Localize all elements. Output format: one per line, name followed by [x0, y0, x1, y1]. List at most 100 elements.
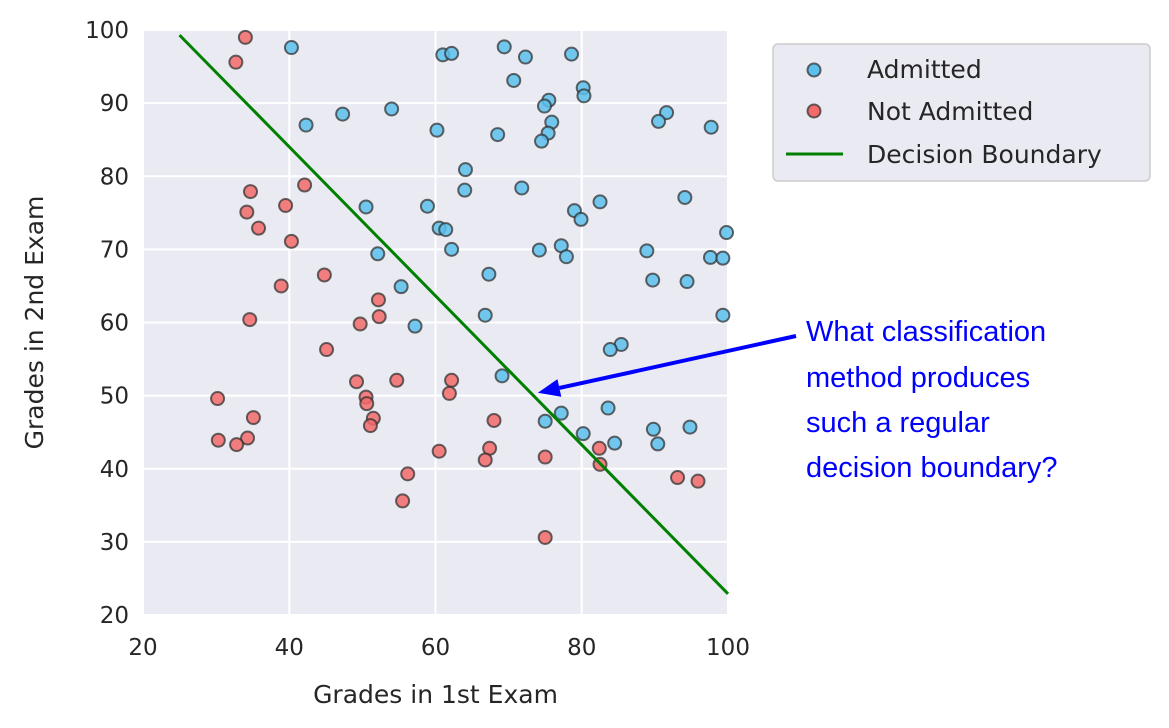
y-tick-label: 20: [100, 603, 129, 629]
not-admitted-point: [228, 54, 244, 70]
annotation-arrowhead: [537, 379, 562, 397]
decision-boundary-line: [178, 34, 730, 595]
admitted-point: [457, 182, 473, 198]
admitted-point: [679, 274, 695, 290]
not-admitted-point: [273, 278, 289, 294]
admitted-point: [477, 307, 493, 323]
admitted-point: [715, 307, 731, 323]
admitted-point: [531, 242, 547, 258]
not-admitted-point: [245, 410, 261, 426]
admitted-point: [457, 162, 473, 178]
admitted-point: [576, 88, 592, 104]
y-tick-label: 40: [100, 457, 129, 483]
x-axis-label: Grades in 1st Exam: [313, 680, 558, 709]
admitted-point: [384, 101, 400, 117]
admitted-point: [564, 46, 580, 62]
admitted-point: [703, 119, 719, 135]
admitted-point: [677, 189, 693, 205]
x-tick-label: 40: [275, 635, 304, 661]
admitted-point: [592, 194, 608, 210]
admitted-point: [602, 342, 618, 358]
admitted-point: [553, 405, 569, 421]
not-admitted-point: [210, 432, 226, 448]
admitted-point: [444, 45, 460, 61]
not-admitted-point: [242, 184, 258, 200]
annotation-line-2: method produces: [806, 362, 1030, 394]
x-tick-label: 60: [421, 635, 450, 661]
annotation-line-4: decision boundary?: [806, 452, 1058, 484]
y-axis-label: Grades in 2nd Exam: [20, 196, 49, 450]
not-admitted-point: [441, 385, 457, 401]
not-admitted-point: [486, 412, 502, 428]
admitted-point: [534, 133, 550, 149]
admitted-point: [514, 180, 530, 196]
not-admitted-point: [239, 204, 255, 220]
admitted-point: [537, 413, 553, 429]
not-admitted-point: [591, 440, 607, 456]
not-admitted-point: [237, 29, 253, 45]
not-admitted-point: [395, 493, 411, 509]
not-admitted-point: [400, 466, 416, 482]
annotation: What classification method produces such…: [537, 316, 1058, 484]
not-admitted-point: [242, 312, 258, 328]
admitted-point: [651, 113, 667, 129]
not-admitted-point: [251, 220, 267, 236]
y-tick-label: 80: [100, 164, 129, 190]
annotation-line-3: such a regular: [806, 407, 990, 439]
admitted-point: [682, 419, 698, 435]
admitted-point: [645, 421, 661, 437]
admitted-point: [419, 198, 435, 214]
legend: Admitted Not Admitted Decision Boundary: [772, 43, 1151, 182]
x-tick-label: 80: [567, 635, 596, 661]
admitted-point: [283, 40, 299, 56]
not-admitted-point: [352, 316, 368, 332]
admitted-point: [702, 249, 718, 265]
not-admitted-point: [316, 267, 332, 283]
admitted-point: [506, 72, 522, 88]
admitted-point: [719, 225, 735, 241]
not-admitted-point: [240, 430, 256, 446]
admitted-point: [393, 279, 409, 295]
not-admitted-point: [319, 342, 335, 358]
admitted-point: [575, 426, 591, 442]
admitted-point: [573, 211, 589, 227]
not-admitted-point: [371, 309, 387, 325]
legend-label-decision-boundary: Decision Boundary: [867, 140, 1102, 169]
not-admitted-point: [349, 374, 365, 390]
y-tick-label: 60: [100, 311, 129, 337]
admitted-point: [438, 222, 454, 238]
admitted-point: [517, 49, 533, 65]
not-admitted-point: [389, 372, 405, 388]
admitted-point: [536, 98, 552, 114]
admitted-point: [370, 246, 386, 262]
not-admitted-point: [670, 470, 686, 486]
legend-label-not-admitted: Not Admitted: [867, 97, 1033, 126]
not-admitted-point: [477, 452, 493, 468]
legend-box: [772, 43, 1151, 182]
not-admitted-point: [278, 198, 294, 213]
y-tick-label: 70: [100, 237, 129, 263]
admitted-point: [494, 368, 510, 384]
y-tick-labels: 20 30 40 50 60 70 80 90 100: [85, 18, 129, 629]
admitted-point: [481, 266, 497, 282]
decision-boundary-layer: [178, 34, 730, 595]
not-admitted-point: [229, 437, 245, 453]
admitted-point: [639, 243, 655, 259]
y-tick-label: 30: [100, 530, 129, 556]
legend-marker-not-admitted: [806, 103, 822, 119]
admitted-point: [650, 436, 666, 452]
admitted-point: [496, 39, 512, 55]
x-tick-label: 100: [706, 635, 750, 661]
not-admitted-point: [537, 449, 553, 465]
admitted-point: [444, 241, 460, 257]
admitted-point: [645, 272, 661, 288]
not-admitted-point: [362, 418, 378, 434]
admitted-point: [600, 400, 616, 416]
y-tick-label: 50: [100, 384, 129, 410]
admitted-point: [715, 250, 731, 266]
y-tick-label: 90: [100, 91, 129, 117]
admitted-point: [429, 122, 445, 138]
not-admitted-point: [537, 529, 553, 545]
x-tick-label: 20: [128, 635, 157, 661]
